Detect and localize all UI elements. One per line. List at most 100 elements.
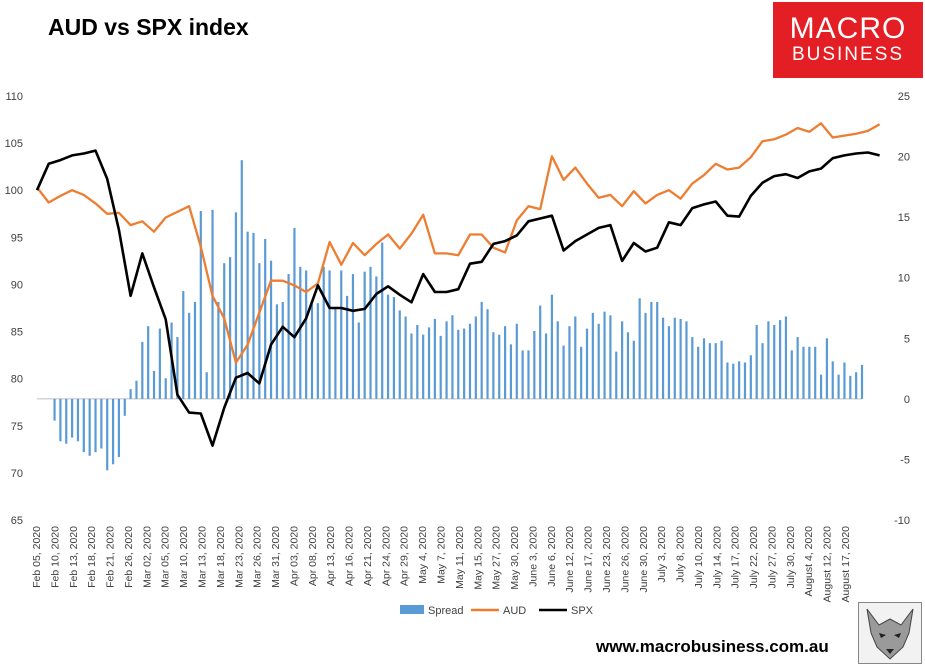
spread-bar <box>755 324 758 399</box>
macrobusiness-logo: MACRO BUSINESS <box>773 2 923 78</box>
x-axis-tick-label: July 10, 2020 <box>693 526 705 589</box>
spread-bar <box>585 328 589 399</box>
spx-line <box>35 149 880 447</box>
spread-bar <box>533 331 536 399</box>
spread-bar <box>691 337 694 399</box>
spread-bar <box>164 378 167 399</box>
x-axis-tick-label: August 17, 2020 <box>840 526 852 603</box>
chart-title: AUD vs SPX index <box>48 14 249 40</box>
spread-bar <box>503 326 507 399</box>
spread-bar <box>515 323 518 399</box>
x-axis-tick-label: June 23, 2020 <box>601 526 613 593</box>
x-axis-tick-label: July 22, 2020 <box>748 526 760 589</box>
spread-bar <box>258 263 261 399</box>
x-axis-tick-label: Mar 02, 2020 <box>141 526 153 588</box>
left-axis-tick-label: 90 <box>11 279 23 291</box>
spread-bar <box>667 326 671 399</box>
spread-bar <box>837 374 840 399</box>
x-axis-tick-label: May 7, 2020 <box>436 526 448 584</box>
x-axis-tick-label: Apr 29, 2020 <box>399 526 411 586</box>
spread-bar <box>726 362 729 399</box>
x-axis-tick-label: July 14, 2020 <box>711 526 723 589</box>
spread-bar <box>568 326 571 399</box>
spread-bar <box>457 329 460 399</box>
spread-bar <box>580 346 583 399</box>
spread-bar <box>246 231 249 399</box>
spread-bar <box>814 346 817 399</box>
x-axis-tick-label: June 26, 2020 <box>619 526 631 593</box>
spread-bar <box>562 345 565 399</box>
x-axis-tick-label: Mar 26, 2020 <box>252 526 264 588</box>
spread-bar <box>761 343 764 399</box>
spread-bar <box>71 398 74 438</box>
spread-bar <box>100 398 103 449</box>
spread-bar <box>825 338 828 399</box>
spread-bar <box>176 337 179 399</box>
spread-bar <box>855 372 858 399</box>
x-axis-tick-label: June 6, 2020 <box>546 526 558 587</box>
x-axis-tick-label: August 12, 2020 <box>822 526 834 603</box>
spread-bar <box>135 380 138 399</box>
spread-bar <box>644 312 647 399</box>
spread-bar <box>632 340 635 399</box>
spread-bar <box>363 271 366 399</box>
spread-bar <box>422 334 425 399</box>
spread-bar <box>656 301 659 399</box>
logo-line-2: BUSINESS <box>791 44 905 65</box>
right-axis-tick-label: -5 <box>900 454 910 466</box>
x-axis-tick-label: June 30, 2020 <box>638 526 650 593</box>
spread-bar <box>375 276 378 399</box>
spread-bar <box>427 327 431 399</box>
x-axis-tick-label: Apr 13, 2020 <box>325 526 337 586</box>
x-axis-tick-label: Mar 18, 2020 <box>215 526 227 588</box>
spread-bar <box>141 341 144 399</box>
left-axis: 65 70 75 80 85 90 95 100 105 110 <box>5 91 23 527</box>
spread-bar <box>269 260 273 399</box>
spread-bar <box>433 318 436 399</box>
spread-bar <box>720 340 723 399</box>
right-axis-tick-label: 10 <box>898 273 910 285</box>
spread-bar <box>316 303 319 399</box>
spread-bar <box>416 324 419 399</box>
x-axis-tick-label: June 17, 2020 <box>583 526 595 593</box>
spread-bar <box>340 270 343 399</box>
spread-bar <box>147 326 150 399</box>
x-axis-tick-label: Feb 21, 2020 <box>105 526 117 588</box>
spread-bar <box>404 316 407 399</box>
spread-bar <box>228 257 232 399</box>
spread-bar <box>439 335 442 399</box>
spread-bar <box>650 301 653 399</box>
spread-bar <box>574 316 577 399</box>
spread-bar <box>626 332 630 399</box>
spread-bar <box>615 351 618 399</box>
spread-bar <box>88 398 91 456</box>
x-axis-tick-label: Mar 10, 2020 <box>178 526 190 588</box>
spread-bar <box>193 301 197 399</box>
spread-bar <box>158 328 161 399</box>
left-axis-tick-label: 110 <box>5 91 23 103</box>
spread-bar <box>445 321 448 399</box>
x-axis-tick-label: June 3, 2020 <box>527 526 539 587</box>
spread-bar <box>802 346 805 399</box>
spread-bar <box>474 316 477 399</box>
spread-bar <box>275 304 278 399</box>
legend-label: AUD <box>503 605 526 617</box>
x-axis-tick-label: Mar 23, 2020 <box>233 526 245 588</box>
spread-bar <box>463 328 466 399</box>
spread-bar <box>492 332 495 399</box>
spread-bar <box>94 398 97 453</box>
spread-bar <box>392 297 396 399</box>
spread-bar <box>784 316 788 399</box>
spread-bar <box>773 324 776 399</box>
right-axis-tick-label: 25 <box>898 91 910 103</box>
spread-bar <box>281 301 284 399</box>
spread-bar <box>322 266 325 399</box>
left-axis-tick-label: 105 <box>5 138 23 150</box>
right-axis-tick-label: 0 <box>904 394 910 406</box>
spread-bar <box>310 304 314 399</box>
spread-bars <box>53 160 864 471</box>
spread-bar <box>831 361 834 399</box>
spread-bar <box>661 317 665 399</box>
spread-bar <box>749 355 752 399</box>
spread-bar <box>738 361 741 399</box>
